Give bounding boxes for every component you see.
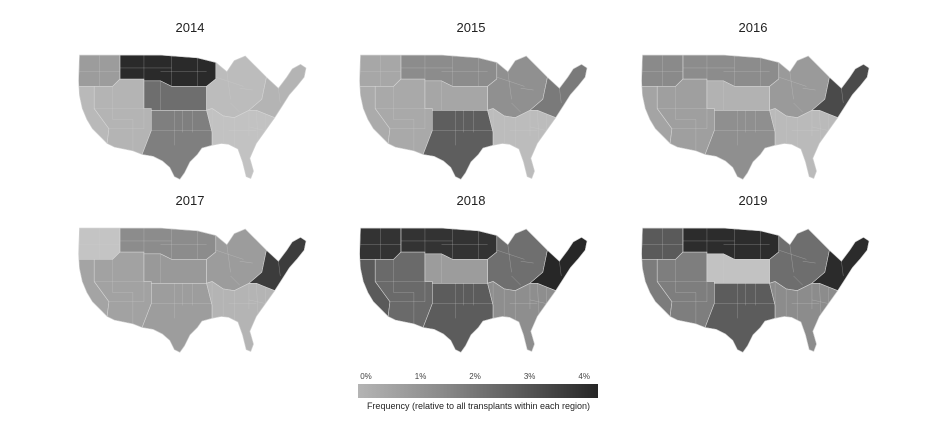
legend-color-bar (358, 384, 598, 398)
map-panel-2019: 2019 (628, 193, 878, 363)
country-outline (359, 227, 588, 353)
state-border (226, 244, 231, 273)
state-border (230, 275, 240, 286)
region-sw (93, 78, 152, 155)
state-border (520, 88, 534, 91)
state-border (496, 250, 525, 260)
legend-tick: 2% (469, 372, 481, 381)
state-border (239, 261, 253, 264)
state-border (215, 250, 244, 260)
state-border (802, 88, 816, 91)
us-region-map (78, 54, 307, 180)
country-outline (78, 54, 307, 180)
state-border (511, 102, 521, 113)
region-se (487, 281, 557, 352)
us-region-map (359, 54, 588, 180)
state-border (675, 86, 697, 151)
map-panel-2016: 2016 (628, 20, 878, 190)
panel-title: 2014 (175, 20, 205, 35)
panel-title: 2019 (738, 193, 768, 208)
state-border (278, 261, 281, 276)
state-border (256, 283, 259, 317)
legend-ticks: 0% 1% 2% 3% 4% (356, 372, 601, 384)
legend-tick: 3% (523, 372, 536, 381)
region-nw (359, 228, 402, 260)
state-border (559, 88, 562, 103)
state-border (112, 259, 134, 324)
state-border (675, 259, 697, 324)
state-border (819, 283, 822, 317)
state-border (537, 110, 540, 144)
region-sw (374, 78, 433, 155)
region-sw (656, 78, 715, 155)
region-se (206, 108, 276, 179)
country-outline (359, 54, 588, 180)
map-panel-2014: 2014 (65, 20, 315, 190)
region-se (487, 108, 557, 179)
legend-tick: 4% (578, 372, 590, 381)
region-nw (78, 228, 121, 260)
legend-tick: 0% (360, 372, 372, 381)
region-sc (141, 110, 213, 180)
state-border (802, 261, 816, 264)
us-region-map (78, 227, 307, 353)
us-region-map (641, 54, 870, 180)
state-border (507, 244, 512, 273)
region-nw (359, 55, 402, 87)
state-border (112, 86, 134, 151)
panel-title: 2018 (456, 193, 486, 208)
state-border (393, 259, 415, 324)
state-border (256, 110, 259, 144)
region-se (206, 281, 276, 352)
state-border (520, 261, 534, 264)
state-border (496, 77, 525, 87)
region-sw (374, 251, 433, 328)
region-sc (704, 283, 776, 353)
region-sw (93, 251, 152, 328)
state-border (507, 71, 512, 100)
color-legend: 0% 1% 2% 3% 4% Frequency (relative to all tr… (356, 372, 601, 420)
state-border (393, 86, 415, 151)
state-border (278, 88, 281, 103)
map-panel-2017: 2017 (65, 193, 315, 363)
region-sc (141, 283, 213, 353)
panel-title: 2015 (456, 20, 486, 35)
state-border (793, 102, 803, 113)
state-border (793, 275, 803, 286)
state-border (778, 77, 807, 87)
state-border (537, 283, 540, 317)
region-sc (422, 110, 494, 180)
state-border (215, 77, 244, 87)
state-border (789, 244, 794, 273)
region-sc (704, 110, 776, 180)
state-border (559, 261, 562, 276)
state-border (239, 88, 253, 91)
panel-title: 2016 (738, 20, 768, 35)
state-border (226, 71, 231, 100)
state-border (819, 110, 822, 144)
region-sw (656, 251, 715, 328)
state-border (789, 71, 794, 100)
region-nw (641, 55, 684, 87)
legend-tick: 1% (414, 372, 427, 381)
us-region-map (359, 227, 588, 353)
country-outline (641, 227, 870, 353)
state-border (511, 275, 521, 286)
region-se (769, 108, 839, 179)
region-nw (78, 55, 121, 87)
region-se (769, 281, 839, 352)
legend-caption: Frequency (relative to all transplants w… (366, 401, 591, 411)
us-region-map (641, 227, 870, 353)
map-panel-2015: 2015 (346, 20, 596, 190)
region-nw (641, 228, 684, 260)
panel-title: 2017 (175, 193, 205, 208)
state-border (778, 250, 807, 260)
region-sc (422, 283, 494, 353)
state-border (230, 102, 240, 113)
country-outline (78, 227, 307, 353)
map-panel-2018: 2018 (346, 193, 596, 363)
state-border (841, 88, 844, 103)
country-outline (641, 54, 870, 180)
state-border (841, 261, 844, 276)
